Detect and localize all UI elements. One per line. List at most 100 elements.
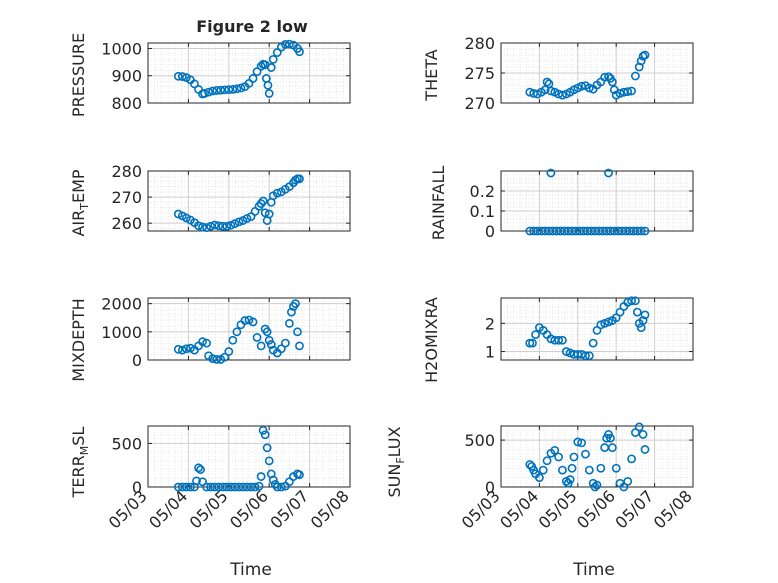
data-point (248, 74, 258, 83)
data-point (222, 221, 232, 231)
subplot-grid: 800900100027027528026027028000.10.201000… (101, 34, 696, 532)
data-point (196, 465, 205, 474)
data-point (611, 463, 621, 473)
data-point (640, 310, 650, 320)
data-point (226, 220, 236, 230)
data-point (558, 90, 567, 100)
ylabel-h2omixra: H2OMIXRA (422, 297, 441, 383)
ylabel-air-temp: AIRTEMP (69, 169, 91, 236)
data-point (295, 470, 304, 480)
data-point (538, 465, 548, 475)
subplot-6: 12 (485, 296, 694, 362)
y-tick-label: 0 (132, 351, 142, 370)
data-point (173, 344, 183, 354)
data-point (258, 196, 268, 206)
data-point (540, 85, 550, 95)
y-tick-label: 0.1 (470, 202, 495, 221)
data-point (525, 87, 535, 97)
data-point (615, 89, 625, 98)
y-tick-label: 280 (111, 162, 142, 181)
data-point (584, 351, 594, 361)
data-point (546, 86, 556, 96)
data-point (561, 347, 571, 356)
y-tick-label: 2 (485, 314, 495, 333)
data-point (596, 463, 606, 473)
data-point (264, 89, 274, 98)
data-point (631, 71, 640, 81)
data-point (584, 83, 594, 93)
data-point (250, 482, 260, 492)
ylabel-sun-flux: SUNFLUX (385, 426, 407, 497)
data-point (636, 56, 646, 66)
data-point (218, 221, 228, 231)
data-point (262, 327, 272, 337)
data-point (173, 71, 183, 81)
data-point (248, 317, 258, 327)
data-point (181, 344, 191, 354)
data-point (291, 299, 300, 309)
data-point (276, 482, 286, 492)
data-point (268, 54, 278, 64)
data-point (254, 481, 264, 491)
data-point (272, 188, 282, 198)
xlabel-right: Time (572, 560, 615, 580)
data-point (192, 476, 201, 486)
data-point (272, 48, 282, 57)
data-point (607, 77, 617, 87)
data-point (256, 472, 266, 481)
data-point (173, 482, 183, 492)
data-point (636, 226, 646, 236)
y-tick-label: 280 (464, 34, 495, 53)
data-point (208, 354, 218, 363)
data-point (565, 475, 575, 484)
data-point (173, 209, 183, 219)
data-point (627, 454, 636, 464)
data-point (263, 80, 273, 90)
subplot-4: 00.10.2 (470, 168, 694, 241)
axes-box (500, 425, 694, 488)
data-point (640, 226, 650, 236)
data-point (627, 296, 636, 306)
data-point (258, 425, 268, 435)
axes-box (147, 42, 351, 104)
data-point (177, 482, 187, 492)
data-point (242, 482, 252, 492)
data-point (558, 335, 567, 345)
y-tick-label: 0 (485, 222, 495, 241)
data-point (573, 437, 583, 447)
data-point (246, 482, 256, 492)
data-point (198, 222, 207, 232)
data-point (226, 482, 236, 492)
ylabel-pressure: PRESSURE (69, 33, 88, 117)
y-tick-label: 500 (111, 434, 142, 453)
data-point (542, 77, 552, 87)
data-point (264, 456, 274, 466)
data-point (220, 352, 230, 362)
subplot-5: 0 1000 2000 (101, 295, 351, 370)
data-point (214, 482, 224, 492)
data-point (202, 223, 211, 233)
data-point (224, 347, 234, 356)
data-point (220, 85, 230, 95)
data-point (627, 86, 636, 96)
data-point (577, 81, 587, 91)
data-point (280, 338, 290, 348)
data-point (284, 318, 294, 328)
data-point (596, 320, 606, 330)
data-point (634, 422, 644, 432)
data-point (577, 438, 587, 448)
y-tick-label: 0 (485, 478, 495, 497)
data-point (210, 220, 220, 230)
ylabel-terr-msl: TERRMSL (69, 427, 91, 499)
data-point (262, 443, 272, 453)
data-point (230, 219, 240, 229)
data-point (206, 221, 216, 231)
data-point (200, 89, 209, 98)
y-tick-label: 500 (464, 431, 495, 450)
xlabel-left: Time (229, 560, 272, 580)
data-point (204, 87, 213, 97)
data-point (295, 341, 304, 351)
data-point (554, 452, 563, 462)
data-point (216, 85, 226, 95)
data-point (234, 482, 244, 492)
